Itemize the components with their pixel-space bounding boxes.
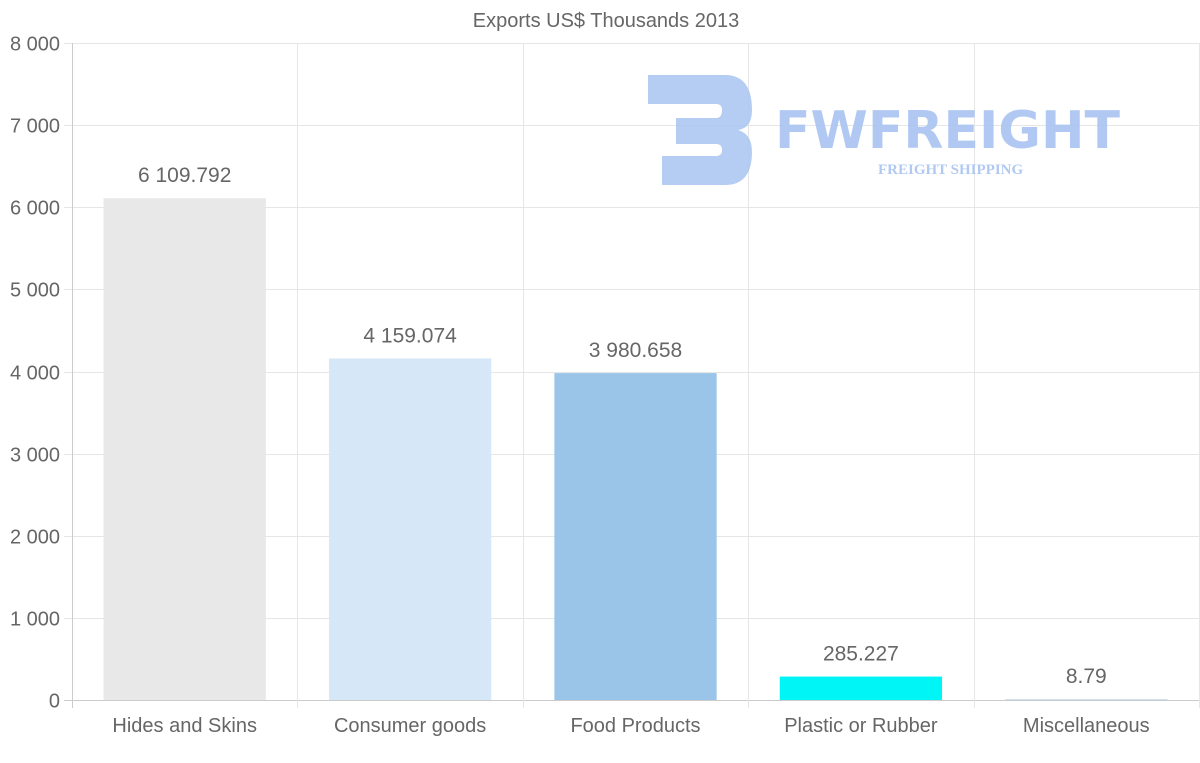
axis-layer: 0 1 000 2 000 3 000 4 000 5 000 6 000 7 000 8 00… — [10, 34, 1150, 738]
x-tick-label: Food Products — [570, 715, 700, 737]
y-tick-label: 2 000 — [10, 527, 60, 549]
bar[interactable] — [1005, 699, 1168, 700]
bar-value-label: 285.227 — [823, 643, 899, 666]
bar-value-label: 8.79 — [1066, 665, 1107, 688]
x-tick-label: Hides and Skins — [112, 715, 257, 737]
y-tick-label: 1 000 — [10, 609, 60, 631]
labels-layer: 6 109.792 4 159.074 3 980.658 285.227 8.79 — [138, 164, 1107, 688]
watermark-tagline-text: FREIGHT SHIPPING — [878, 162, 1023, 178]
bar-value-label: 4 159.074 — [363, 324, 457, 347]
y-tick-label: 7 000 — [10, 116, 60, 138]
bar[interactable] — [554, 373, 717, 700]
x-tick-label: Consumer goods — [334, 715, 486, 737]
y-tick-label: 6 000 — [10, 198, 60, 220]
y-tick-label: 5 000 — [10, 280, 60, 302]
chart-title: Exports US$ Thousands 2013 — [473, 10, 739, 32]
x-tick-label: Plastic or Rubber — [784, 715, 938, 737]
brand-logo-icon — [648, 75, 752, 185]
bar-value-label: 3 980.658 — [589, 339, 682, 362]
bar-value-label: 6 109.792 — [138, 164, 231, 187]
bar[interactable] — [103, 198, 266, 700]
y-tick-label: 8 000 — [10, 34, 60, 56]
y-tick-label: 4 000 — [10, 363, 60, 385]
bar[interactable] — [328, 358, 492, 700]
watermark: FWFREIGHT FREIGHT SHIPPING — [648, 75, 1121, 185]
y-tick-label: 3 000 — [10, 445, 60, 467]
y-tick-label: 0 — [49, 691, 60, 713]
bar[interactable] — [779, 676, 943, 700]
watermark-brand-text: FWFREIGHT — [775, 101, 1121, 161]
x-tick-label: Miscellaneous — [1023, 715, 1150, 737]
bars-layer — [103, 198, 1168, 700]
